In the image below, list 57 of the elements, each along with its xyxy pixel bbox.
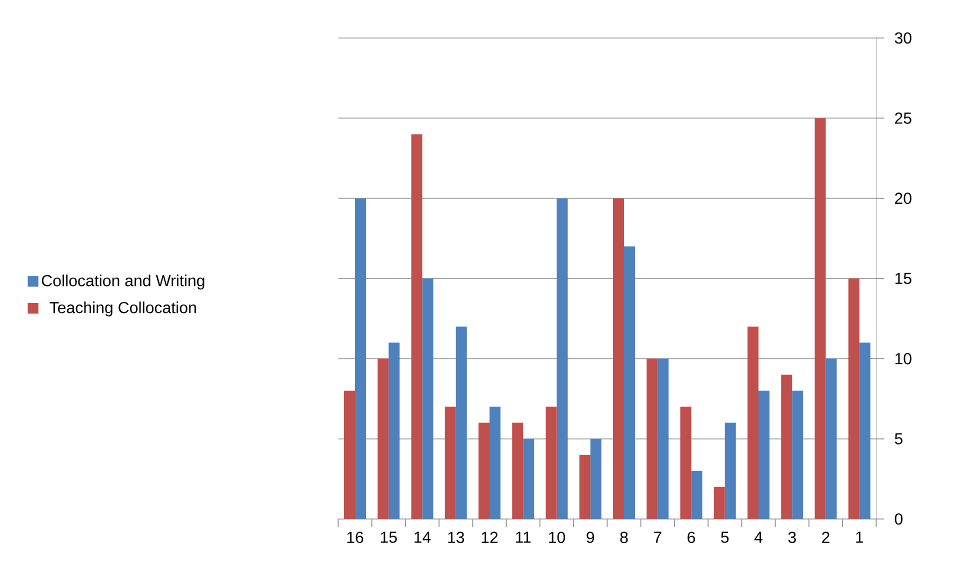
y-tick-label: 10: [895, 353, 912, 364]
bar: [646, 358, 658, 519]
y-tick-label: 30: [894, 32, 912, 44]
bar: [781, 374, 792, 519]
y-tick-label: 20: [895, 192, 912, 204]
x-tick-label: 6: [688, 532, 695, 544]
bar: [546, 406, 557, 519]
bar: [411, 134, 422, 519]
bar: [826, 358, 837, 519]
x-tick-label: 12: [482, 532, 498, 543]
bar: [590, 438, 602, 519]
bar: [512, 422, 524, 519]
x-tick-label: 1: [856, 532, 864, 543]
bar: [478, 422, 490, 519]
x-tick-label: 16: [347, 532, 364, 544]
bar: [658, 358, 669, 519]
x-tick-label: 15: [380, 532, 397, 543]
x-tick-label: 3: [788, 532, 796, 544]
bar: [748, 326, 758, 519]
y-tick-label: 0: [894, 513, 903, 525]
x-tick-label: 10: [549, 532, 566, 544]
bar: [680, 406, 692, 519]
bar: [344, 390, 355, 519]
x-tick-label: 11: [516, 532, 531, 543]
bar: [848, 278, 860, 519]
legend-label: Teaching Collocation: [50, 302, 196, 316]
bar: [792, 390, 804, 519]
bar: [724, 422, 736, 519]
legend-label: Collocation and Writing: [42, 274, 204, 290]
x-tick-label: 8: [620, 532, 628, 544]
bar: [490, 406, 500, 519]
x-tick-label: 13: [448, 532, 464, 544]
x-tick-label: 2: [822, 532, 830, 543]
bar: [714, 486, 725, 519]
y-tick-label: 15: [895, 272, 912, 284]
bar: [758, 390, 770, 519]
y-tick-label: 5: [894, 433, 902, 444]
bar: [456, 326, 467, 519]
bar: [613, 198, 624, 519]
bar: [579, 454, 590, 519]
x-tick-label: 14: [414, 532, 431, 543]
y-tick-label: 25: [895, 112, 912, 124]
x-tick-label: 9: [586, 532, 594, 544]
bar: [378, 358, 389, 519]
x-tick-label: 4: [754, 532, 762, 543]
bar: [444, 406, 456, 519]
bar: [691, 470, 702, 519]
bar: [523, 438, 534, 519]
x-tick-label: 7: [654, 532, 662, 543]
bar: [556, 198, 568, 519]
bar: [859, 342, 870, 519]
bar: [422, 278, 434, 519]
bar: [388, 342, 400, 519]
bar: [354, 198, 366, 519]
bar: [814, 118, 826, 519]
x-tick-label: 5: [721, 532, 729, 543]
bar: [624, 246, 635, 519]
